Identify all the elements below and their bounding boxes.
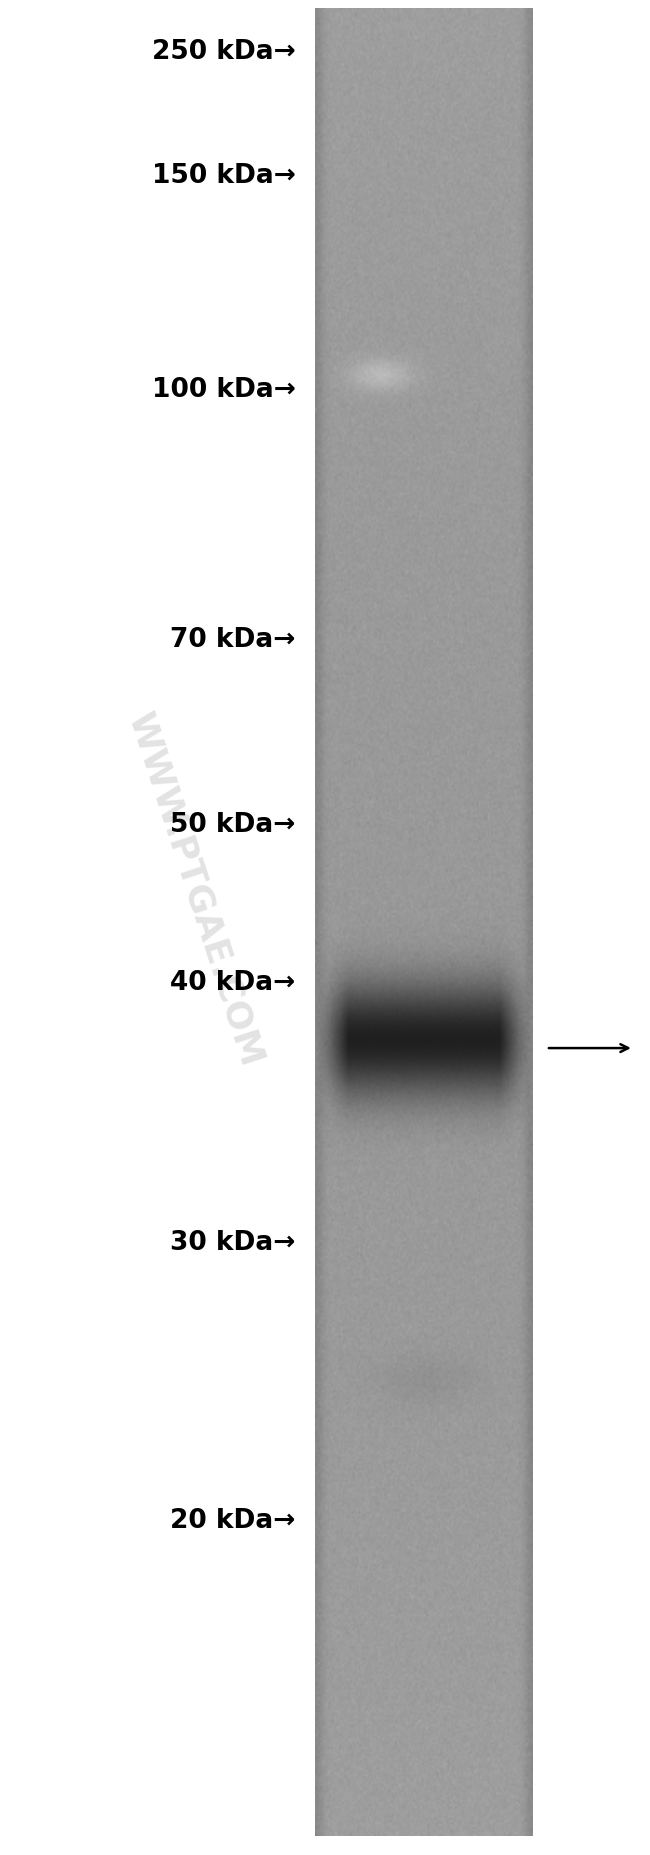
Text: 70 kDa→: 70 kDa→ [170, 627, 296, 653]
Text: 30 kDa→: 30 kDa→ [170, 1230, 296, 1256]
Text: 150 kDa→: 150 kDa→ [152, 163, 296, 189]
Text: 40 kDa→: 40 kDa→ [170, 970, 296, 996]
Text: 250 kDa→: 250 kDa→ [152, 39, 296, 65]
Text: 100 kDa→: 100 kDa→ [152, 377, 296, 403]
Text: 50 kDa→: 50 kDa→ [170, 812, 296, 838]
Text: 20 kDa→: 20 kDa→ [170, 1508, 296, 1534]
Text: WWW.PTGAE.COM: WWW.PTGAE.COM [122, 709, 268, 1072]
